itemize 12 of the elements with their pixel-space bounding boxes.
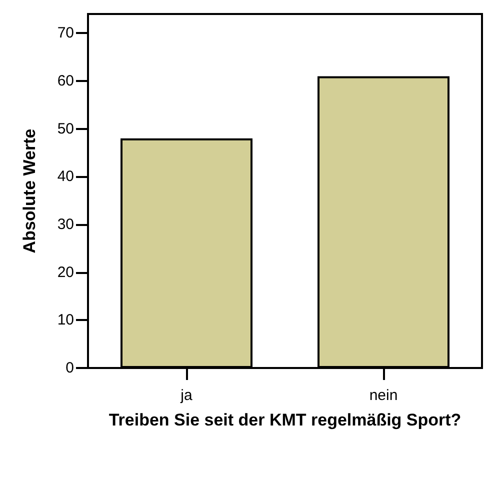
x-tick-label: nein — [369, 387, 398, 404]
y-tick-label: 50 — [57, 120, 74, 138]
y-tick-label: 30 — [57, 216, 74, 233]
y-axis-title: Absolute Werte — [20, 128, 39, 254]
x-tick-label: ja — [180, 387, 193, 404]
y-tick-label: 10 — [57, 312, 74, 329]
y-tick-label: 40 — [57, 168, 74, 186]
y-tick-label: 70 — [57, 24, 74, 42]
x-axis-title: Treiben Sie seit der KMT regelmäßig Sport? — [108, 410, 462, 430]
y-tick-label: 60 — [57, 72, 74, 90]
y-tick-label: 0 — [66, 360, 74, 376]
y-tick-label: 20 — [57, 264, 74, 281]
